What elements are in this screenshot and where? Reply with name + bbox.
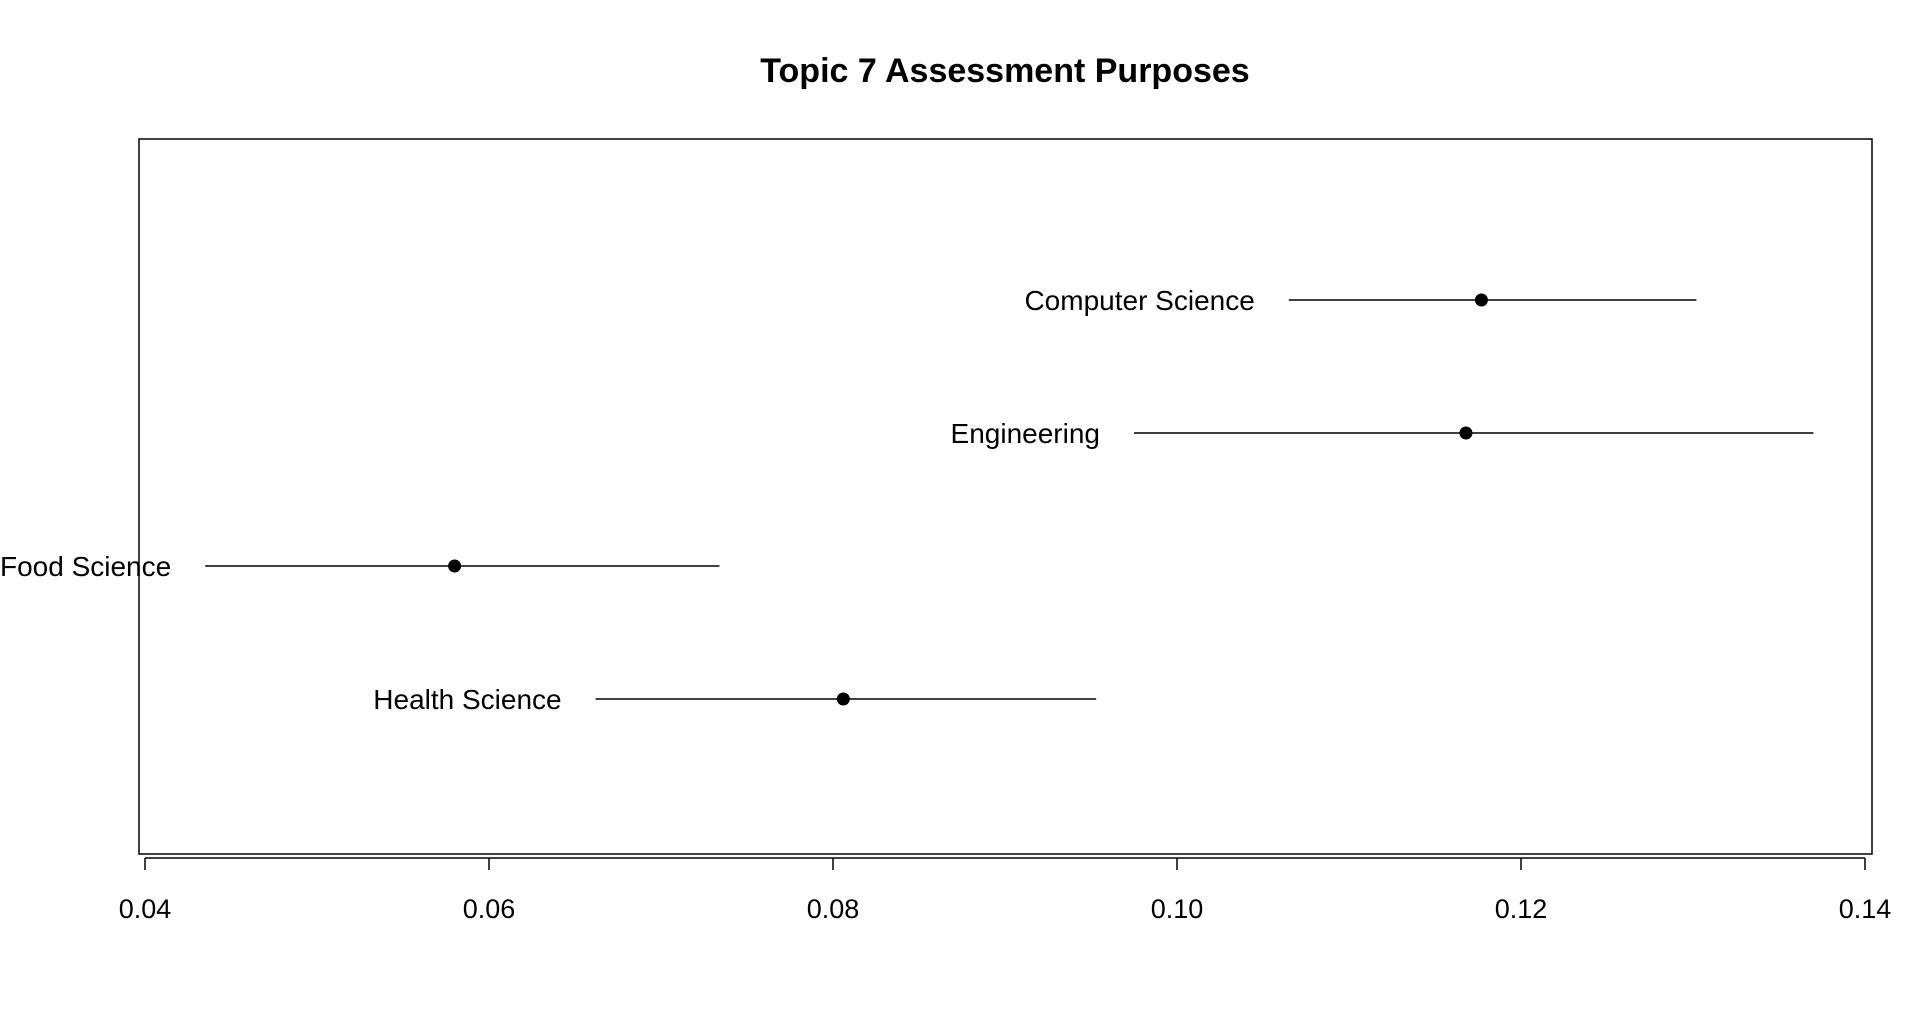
estimate-point xyxy=(836,692,850,706)
interval-row: Food Science xyxy=(0,551,720,582)
x-tick-label: 0.12 xyxy=(1495,894,1548,924)
x-tick-label: 0.14 xyxy=(1839,894,1892,924)
interval-row: Engineering xyxy=(951,418,1814,449)
point-label: Engineering xyxy=(951,418,1100,449)
x-tick-label: 0.06 xyxy=(463,894,516,924)
x-tick-label: 0.08 xyxy=(807,894,860,924)
interval-row: Computer Science xyxy=(1024,285,1697,316)
estimate-point xyxy=(1474,293,1488,307)
plot-frame xyxy=(138,138,1873,855)
x-axis-ticks: 0.04 0.06 0.08 0.10 0.12 0.14 xyxy=(119,858,1892,924)
point-label: Health Science xyxy=(373,684,561,715)
estimate-point xyxy=(448,559,462,573)
interval-row: Health Science xyxy=(373,684,1097,715)
point-label: Food Science xyxy=(0,551,171,582)
estimate-point xyxy=(1459,426,1473,440)
point-label: Computer Science xyxy=(1024,285,1254,316)
x-tick-label: 0.04 xyxy=(119,894,172,924)
confidence-intervals: Computer Science Engineering Food Science H… xyxy=(0,285,1814,715)
chart-title: Topic 7 Assessment Purposes xyxy=(760,52,1249,90)
x-tick-label: 0.10 xyxy=(1151,894,1204,924)
